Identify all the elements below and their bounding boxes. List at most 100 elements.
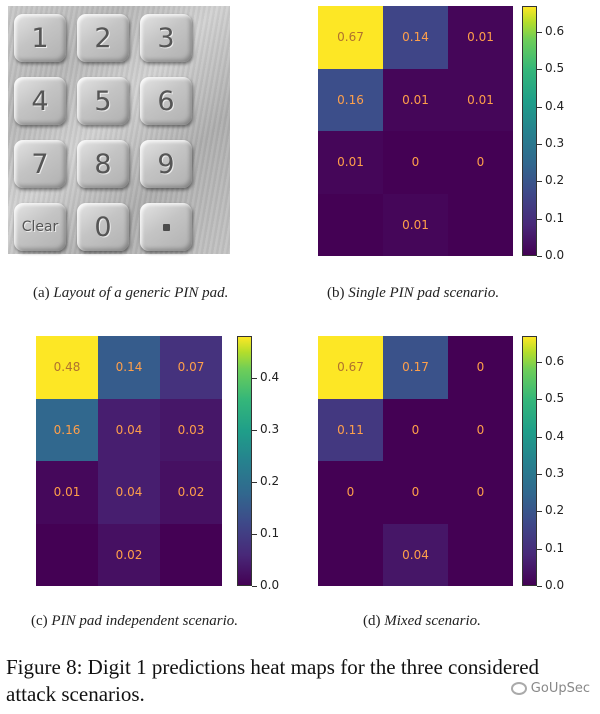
heatmap-cell: 0.02	[98, 523, 160, 586]
colorbar-tick-mark	[252, 586, 257, 587]
heatmap-cell: 0.67	[318, 6, 383, 69]
colorbar-tick-label: 0.1	[545, 541, 565, 555]
heatmap-cell: 0.16	[318, 68, 383, 131]
colorbar-b	[522, 6, 537, 256]
colorbar-d-ticks: 0.0 0.1 0.2 0.3 0.4 0.5 0.6	[537, 336, 577, 592]
heatmap-pin-pad-independent: 0.48 0.14 0.07 0.16 0.04 0.03 0.01 0.04 0.02 0.02	[36, 336, 222, 586]
pin-key-2: 2	[77, 14, 129, 62]
heatmap-cell: 0	[383, 398, 448, 461]
heatmap-cell: 0.14	[98, 336, 160, 399]
colorbar-tick-mark	[252, 482, 257, 483]
colorbar-tick-label: 0.2	[545, 173, 565, 187]
heatmap-cell: 0.03	[160, 398, 222, 461]
caption-c-label: (c)	[31, 613, 48, 629]
colorbar-tick-label: 0.0	[545, 578, 565, 592]
heatmap-cell: 0.67	[318, 336, 383, 399]
colorbar-tick-mark	[537, 586, 542, 587]
heatmap-mixed: 0.67 0.17 0 0.11 0 0 0 0 0 0.04	[318, 336, 513, 586]
caption-d: (d) Mixed scenario.	[363, 613, 481, 630]
colorbar-tick-label: 0.3	[545, 136, 565, 150]
heatmap-cell: 0.01	[36, 461, 98, 524]
heatmap-cell: 0	[448, 398, 513, 461]
colorbar-tick-label: 0.6	[545, 354, 565, 368]
pin-key-7: 7	[14, 140, 66, 188]
watermark-text: GoUpSec	[530, 681, 590, 696]
caption-a-label: (a)	[33, 285, 50, 301]
colorbar-tick-label: 0.0	[260, 578, 280, 592]
pin-key-5: 5	[77, 77, 129, 125]
colorbar-tick-label: 0.0	[545, 248, 565, 262]
heatmap-cell: 0.07	[160, 336, 222, 399]
colorbar-tick-label: 0.1	[545, 211, 565, 225]
heatmap-cell: 0.04	[98, 398, 160, 461]
pin-key-4: 4	[14, 77, 66, 125]
dot-icon	[162, 223, 170, 231]
pin-key-0: 0	[77, 203, 129, 251]
heatmap-cell: 0.01	[383, 193, 448, 256]
colorbar-tick-mark	[537, 511, 542, 512]
colorbar-tick-mark	[252, 534, 257, 535]
heatmap-cell: 0.16	[36, 398, 98, 461]
heatmap-single-pin-pad: 0.67 0.14 0.01 0.16 0.01 0.01 0.01 0 0 0.01	[318, 6, 513, 256]
pin-key-clear: Clear	[14, 203, 66, 251]
heatmap-cell: 0.48	[36, 336, 98, 399]
colorbar-tick-mark	[537, 549, 542, 550]
colorbar-tick-label: 0.3	[260, 422, 280, 436]
caption-d-label: (d)	[363, 613, 381, 629]
pin-key-3: 3	[140, 14, 192, 62]
heatmap-cell: 0	[318, 461, 383, 524]
heatmap-cell: 0	[383, 461, 448, 524]
colorbar-b-ticks: 0.0 0.1 0.2 0.3 0.4 0.5 0.6	[537, 6, 577, 262]
heatmap-cell: 0.02	[160, 461, 222, 524]
colorbar-tick-label: 0.2	[260, 474, 280, 488]
pin-pad-photo: 1 2 3 4 5 6 7 8 9 Clear 0	[8, 6, 230, 254]
caption-b-text: Single PIN pad scenario.	[348, 285, 500, 301]
colorbar-tick-mark	[537, 107, 542, 108]
heatmap-cell: 0	[383, 131, 448, 194]
colorbar-tick-label: 0.6	[545, 24, 565, 38]
colorbar-d	[522, 336, 537, 586]
caption-a-text: Layout of a generic PIN pad.	[53, 285, 229, 301]
colorbar-tick-mark	[537, 219, 542, 220]
figure-caption: Figure 8: Digit 1 predictions heat maps …	[6, 655, 540, 706]
heatmap-cell: 0.01	[383, 68, 448, 131]
caption-a: (a) Layout of a generic PIN pad.	[33, 285, 228, 302]
colorbar-tick-label: 0.4	[545, 429, 565, 443]
colorbar-tick-label: 0.5	[545, 391, 565, 405]
heatmap-cell: 0	[448, 461, 513, 524]
colorbar-tick-mark	[537, 362, 542, 363]
colorbar-tick-mark	[537, 32, 542, 33]
caption-b: (b) Single PIN pad scenario.	[327, 285, 499, 302]
pin-key-9: 9	[140, 140, 192, 188]
heatmap-cell: 0.04	[383, 523, 448, 586]
heatmap-cell	[36, 523, 98, 586]
heatmap-cell	[448, 523, 513, 586]
heatmap-cell: 0.01	[448, 68, 513, 131]
colorbar-tick-mark	[537, 256, 542, 257]
colorbar-tick-mark	[537, 399, 542, 400]
heatmap-cell: 0	[448, 131, 513, 194]
colorbar-tick-mark	[252, 378, 257, 379]
heatmap-cell: 0	[448, 336, 513, 399]
colorbar-tick-mark	[537, 437, 542, 438]
heatmap-cell: 0.11	[318, 398, 383, 461]
heatmap-cell	[318, 523, 383, 586]
colorbar-tick-label: 0.2	[545, 503, 565, 517]
caption-b-label: (b)	[327, 285, 345, 301]
heatmap-cell: 0.14	[383, 6, 448, 69]
colorbar-tick-label: 0.1	[260, 526, 280, 540]
colorbar-tick-label: 0.4	[545, 99, 565, 113]
watermark: GoUpSec	[510, 681, 590, 696]
colorbar-tick-mark	[537, 144, 542, 145]
colorbar-c	[237, 336, 252, 586]
caption-c: (c) PIN pad independent scenario.	[31, 613, 238, 630]
heatmap-cell: 0.04	[98, 461, 160, 524]
colorbar-tick-label: 0.4	[260, 370, 280, 384]
pin-key-8: 8	[77, 140, 129, 188]
heatmap-cell	[318, 193, 383, 256]
colorbar-tick-mark	[537, 474, 542, 475]
colorbar-c-ticks: 0.0 0.1 0.2 0.3 0.4	[252, 336, 292, 592]
pin-key-6: 6	[140, 77, 192, 125]
heatmap-cell: 0.17	[383, 336, 448, 399]
pin-key-dot	[140, 203, 192, 251]
